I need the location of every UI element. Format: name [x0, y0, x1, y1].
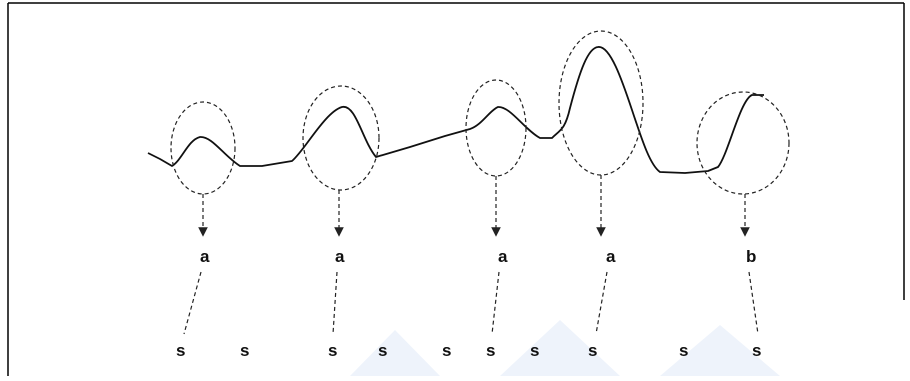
event-ellipse-3 [465, 79, 527, 177]
label-connector-5 [748, 271, 759, 335]
symbol-label: s [378, 341, 387, 360]
peak-label-1: a [200, 247, 210, 266]
peak-label-2: a [335, 247, 345, 266]
symbol-label: s [679, 341, 688, 360]
frame-border [7, 2, 905, 376]
watermark [350, 320, 780, 376]
label-connector-4 [595, 271, 608, 335]
peak-labels: a a a a b [200, 247, 756, 266]
symbol-label: s [176, 341, 185, 360]
symbol-label: s [328, 341, 337, 360]
peak-label-5: b [746, 247, 756, 266]
event-ellipse-1 [170, 101, 236, 195]
event-ellipses [170, 30, 790, 195]
event-ellipse-2 [302, 85, 380, 191]
peak-label-3: a [498, 247, 508, 266]
event-ellipse-4 [558, 30, 644, 176]
symbol-label: s [486, 341, 495, 360]
event-ellipse-5 [696, 91, 790, 195]
symbol-label: s [442, 341, 451, 360]
symbol-label: s [240, 341, 249, 360]
peak-label-4: a [606, 247, 616, 266]
label-connector-2 [332, 271, 338, 335]
label-connector-1 [183, 271, 202, 335]
label-connector-3 [491, 271, 500, 335]
symbol-row: s s s s s s s s s s [176, 341, 761, 360]
symbol-label: s [752, 341, 761, 360]
label-connectors [183, 271, 759, 335]
symbol-label: s [530, 341, 539, 360]
symbol-label: s [588, 341, 597, 360]
event-arrows [198, 175, 750, 237]
time-series-curve [147, 46, 764, 174]
